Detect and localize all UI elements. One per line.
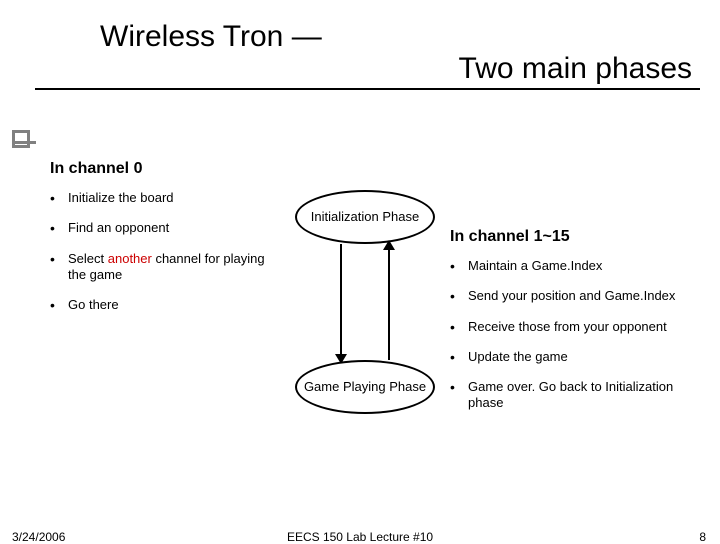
title-accent-box — [12, 130, 30, 148]
left-bullet-list: Initialize the board Find an opponent Se… — [50, 190, 280, 313]
list-item-text: Send your position and Game.Index — [468, 288, 675, 303]
list-item: Game over. Go back to Initialization pha… — [450, 379, 710, 412]
list-item: Update the game — [450, 349, 710, 365]
list-item-highlight: another — [108, 251, 152, 266]
title-line-1: Wireless Tron — — [100, 20, 700, 54]
list-item: Find an opponent — [50, 220, 280, 236]
list-item: Select another channel for playing the g… — [50, 251, 280, 284]
left-heading: In channel 0 — [50, 160, 280, 178]
title-underline — [35, 88, 700, 90]
title-line-2: Two main phases — [100, 52, 700, 86]
left-column: In channel 0 Initialize the board Find a… — [50, 160, 280, 327]
right-heading: In channel 1~15 — [450, 228, 710, 246]
list-item-text: Receive those from your opponent — [468, 319, 667, 334]
list-item: Send your position and Game.Index — [450, 288, 710, 304]
list-item-text: Find an opponent — [68, 220, 169, 235]
list-item-text: Update the game — [468, 349, 568, 364]
diagram-edge-up — [388, 244, 390, 360]
phase-diagram: Initialization Phase Game Playing Phase — [280, 190, 450, 420]
diagram-edge-down — [340, 244, 342, 360]
diagram-node-label: Game Playing Phase — [304, 379, 426, 395]
footer-center: EECS 150 Lab Lecture #10 — [0, 530, 720, 544]
footer-page-number: 8 — [699, 530, 706, 544]
diagram-node-label: Initialization Phase — [311, 209, 419, 225]
list-item-text: Go there — [68, 297, 119, 312]
arrow-head-icon — [383, 240, 395, 250]
list-item-text: Maintain a Game.Index — [468, 258, 602, 273]
list-item-pre: Select — [68, 251, 108, 266]
diagram-node-play: Game Playing Phase — [295, 360, 435, 414]
list-item: Go there — [50, 297, 280, 313]
diagram-node-init: Initialization Phase — [295, 190, 435, 244]
list-item: Maintain a Game.Index — [450, 258, 710, 274]
right-bullet-list: Maintain a Game.Index Send your position… — [450, 258, 710, 412]
slide-title: Wireless Tron — Two main phases — [100, 20, 700, 90]
list-item: Initialize the board — [50, 190, 280, 206]
list-item-text: Initialize the board — [68, 190, 174, 205]
list-item: Receive those from your opponent — [450, 319, 710, 335]
right-column: In channel 1~15 Maintain a Game.Index Se… — [450, 228, 710, 426]
list-item-text: Game over. Go back to Initialization pha… — [468, 379, 673, 410]
